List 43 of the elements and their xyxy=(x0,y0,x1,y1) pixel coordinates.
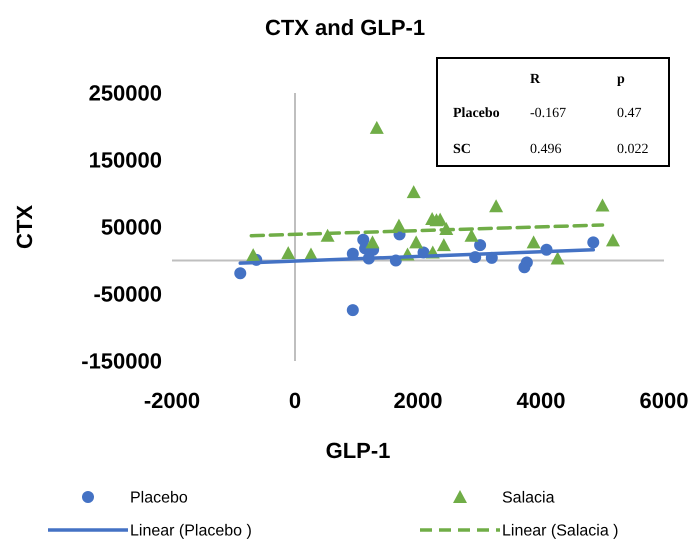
annotation: -0.167 xyxy=(530,106,566,121)
annotation: 0.47 xyxy=(617,106,642,121)
text: R xyxy=(530,72,540,87)
legend-label: Salacia xyxy=(502,490,555,507)
point xyxy=(406,185,421,198)
legend-label: Placebo xyxy=(130,490,188,507)
point xyxy=(596,198,610,212)
legend-label: Linear (Salacia ) xyxy=(502,522,618,540)
point xyxy=(234,267,246,280)
x-tick-label: 4000 xyxy=(516,388,566,413)
point xyxy=(518,261,530,274)
point xyxy=(370,120,384,134)
x-tick-label: 6000 xyxy=(640,388,688,413)
y-tick-label: 250000 xyxy=(88,80,162,106)
point xyxy=(587,236,600,248)
y-tick-label: -150000 xyxy=(81,348,162,374)
y-tick-label: 50000 xyxy=(100,214,162,240)
point xyxy=(606,233,620,246)
point xyxy=(409,235,424,248)
annotation: 0.496 xyxy=(530,142,562,157)
point xyxy=(281,246,296,260)
point xyxy=(436,238,451,252)
point xyxy=(365,235,380,248)
point xyxy=(526,235,541,248)
y-axis-title: CTX xyxy=(12,204,37,249)
x-tick-label: 2000 xyxy=(394,388,442,413)
chart-title: CTX and GLP-1 xyxy=(264,15,426,40)
point xyxy=(346,304,359,316)
y-tick-label: -50000 xyxy=(93,282,162,307)
annotation: Placebo xyxy=(453,106,500,121)
x-tick-label: 0 xyxy=(288,388,302,413)
point xyxy=(489,199,504,212)
point xyxy=(246,248,260,262)
x-tick-label: -2000 xyxy=(144,388,200,413)
legend-label: Linear (Placebo ) xyxy=(130,522,252,540)
y-tick-label: 150000 xyxy=(88,148,162,173)
point xyxy=(474,239,486,252)
annotation: 0.022 xyxy=(617,142,648,157)
annotation: SC xyxy=(453,142,471,157)
point xyxy=(464,228,479,242)
text: p xyxy=(617,72,625,87)
point xyxy=(550,251,565,264)
x-axis-title: GLP-1 xyxy=(326,438,390,463)
